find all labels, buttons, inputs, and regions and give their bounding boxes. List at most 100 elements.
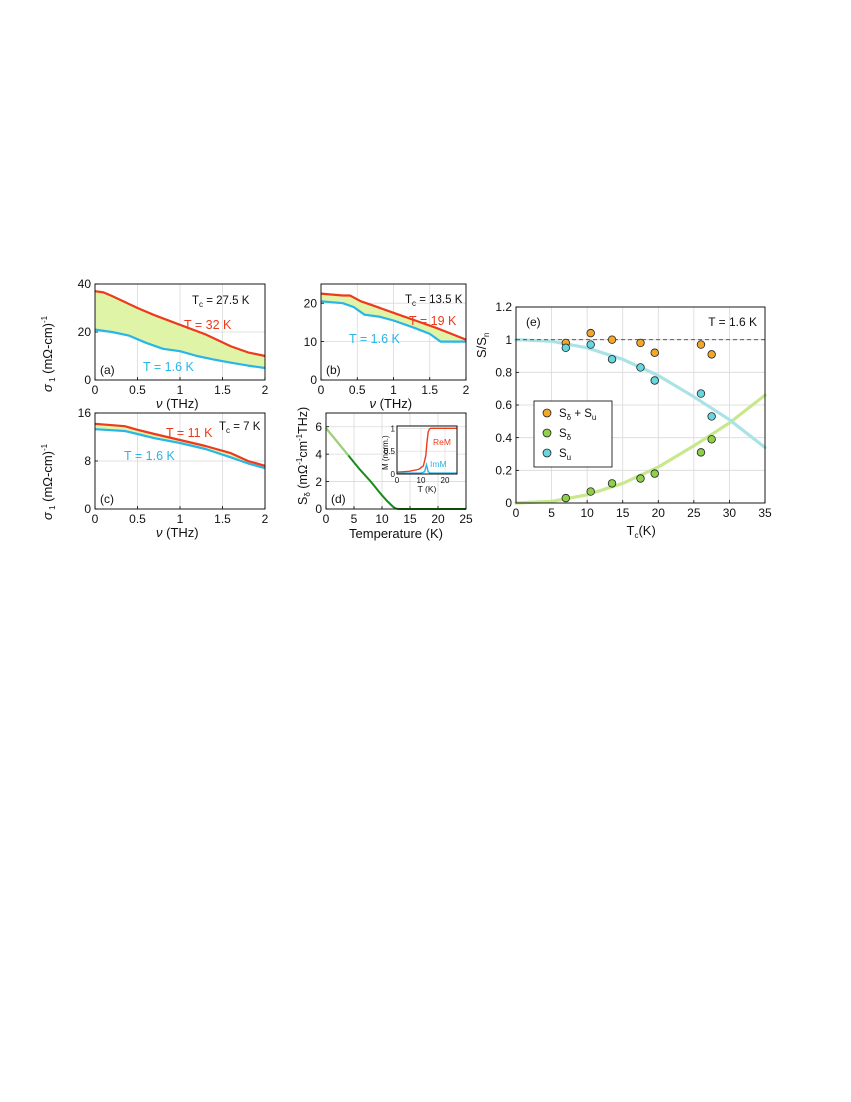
x-axis-label: Tc(K) [627,523,656,540]
series-label-cold: T = 1.6 K [124,449,176,463]
x-tick-label: 15 [616,506,630,520]
panel-label: (d) [331,492,346,506]
sdelta-marker [561,493,570,503]
y-tick-label: 20 [78,325,92,339]
tc-label: Tc = 27.5 K [192,295,250,309]
x-tick-label: 2 [262,512,269,526]
legend-marker [542,428,552,438]
su-marker [607,355,617,364]
x-tick-label: 35 [758,506,772,520]
inset-y-tick-label: 0.5 [384,447,396,456]
y-tick-label: 10 [304,335,318,349]
x-tick-label: 1.5 [214,383,231,397]
temperature-annotation: T = 1.6 K [708,315,757,329]
panel-label: (a) [100,363,115,377]
inset-x-tick-label: 20 [441,476,450,485]
x-tick-label: 15 [403,512,417,526]
y-tick-label: 0.8 [495,366,512,380]
su-marker [561,343,570,353]
y-tick-label: 1.2 [495,300,512,314]
y-axis-label: σ 1 (mΩ-cm)-1 [40,315,57,392]
inset-y-label: M (norm.) [381,435,390,470]
cold-series-line [94,328,266,370]
legend-label: Su [559,448,571,462]
x-tick-label: 1 [177,383,184,397]
plot-frame [320,283,467,381]
series-label-cold: T = 1.6 K [349,332,401,346]
inset-y-tick-label: 1 [391,424,396,433]
tc-label: Tc = 7 K [219,421,261,435]
legend-marker [542,408,552,418]
panel-label: (b) [326,363,341,377]
plot-frame [94,283,266,381]
inset-x-label: T (K) [418,484,437,494]
y-tick-label: 6 [315,420,322,434]
y-tick-label: 2 [315,475,322,489]
y-tick-label: 0.2 [495,464,512,478]
y-tick-label: 0 [505,496,512,510]
x-tick-label: 0 [323,512,330,526]
y-tick-label: 16 [78,406,92,420]
x-tick-label: 25 [459,512,473,526]
inset-imag-label: ImM [430,459,447,469]
total-marker [607,335,617,344]
y-tick-label: 40 [78,277,92,291]
su-marker [586,340,595,349]
x-axis-label: Temperature (K) [349,526,443,541]
x-tick-label: 0 [318,383,325,397]
y-tick-label: 0 [84,502,91,516]
y-tick-label: 0.6 [495,398,512,412]
x-tick-label: 0 [92,512,99,526]
inset-real-label: ReM [433,437,451,447]
legend-label: Sδ [559,428,572,442]
warm-series-line [94,290,266,358]
x-tick-label: 1 [177,512,184,526]
cold-series-line [94,428,266,470]
series-label-cold: T = 1.6 K [143,360,195,374]
y-tick-label: 8 [84,454,91,468]
sdelta-marker [707,435,716,444]
x-tick-label: 5 [548,506,555,520]
y-tick-label: 1 [505,333,512,347]
x-tick-label: 0 [92,383,99,397]
plot-frame [94,412,266,510]
inset-real-line [396,427,457,473]
total-marker [586,328,595,338]
x-tick-label: 10 [580,506,594,520]
series-label-warm: T = 19 K [409,314,457,328]
x-tick-label: 20 [431,512,445,526]
y-axis-label: Sδ (mΩ-1cm-1THz) [295,407,312,505]
sdelta-marker [650,469,659,478]
warm-series-line [320,292,467,341]
legend-label: Sδ + Su [559,408,596,422]
total-marker [650,348,659,357]
sdelta-marker [636,474,645,483]
cold-series-line [320,300,466,343]
x-tick-label: 2 [463,383,470,397]
plot-frame [515,306,766,504]
su-marker [696,389,706,398]
inset-x-tick-label: 10 [417,476,426,485]
inset-frame [396,425,458,475]
x-tick-label: 5 [351,512,358,526]
legend-marker [542,448,552,458]
sdelta-marker [586,487,595,496]
y-axis-label: S/Sn [474,333,491,358]
total-marker [696,340,706,349]
inset-y-tick-label: 0 [391,470,396,479]
x-tick-label: 0.5 [349,383,366,397]
x-tick-label: 25 [687,506,701,520]
inset-imag-line [397,462,457,474]
y-tick-label: 0.4 [495,431,512,445]
x-tick-label: 2 [262,383,269,397]
shaded-area [95,423,265,469]
y-tick-label: 20 [304,296,318,310]
shaded-area [95,291,265,368]
tc-label: Tc = 13.5 K [405,294,463,308]
y-tick-label: 0 [315,502,322,516]
sdelta-marker [607,479,617,488]
sdelta-marker [696,448,706,457]
x-tick-label: 1 [390,383,397,397]
su-marker [636,363,645,372]
